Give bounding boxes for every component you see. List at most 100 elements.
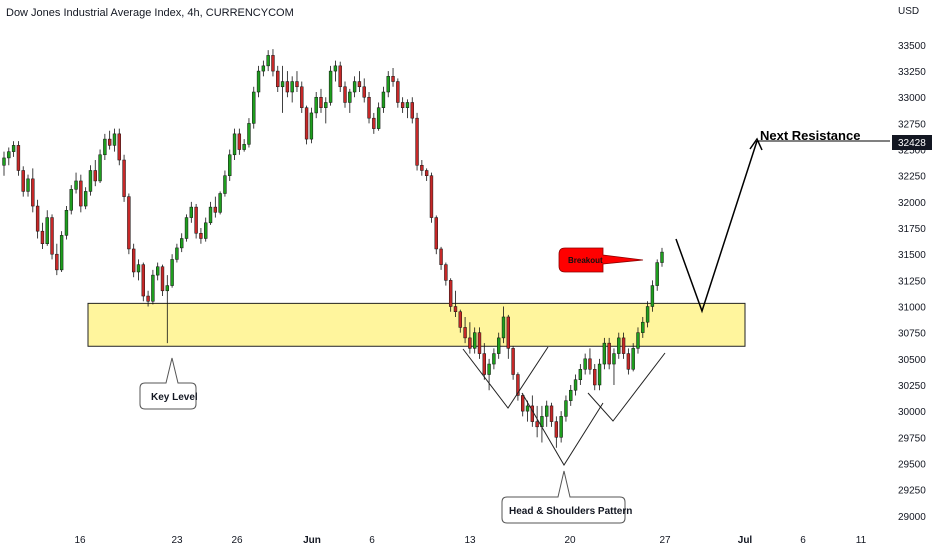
candle-down bbox=[415, 117, 419, 166]
candle-down bbox=[506, 316, 510, 349]
candle-up bbox=[472, 332, 477, 349]
candle-down bbox=[199, 233, 203, 239]
x-tick-label: 23 bbox=[171, 535, 183, 546]
candle-down bbox=[127, 196, 131, 250]
candle-down bbox=[453, 306, 458, 312]
candle-down bbox=[276, 70, 280, 88]
right-shoulder-line bbox=[587, 352, 666, 422]
y-tick-label: 33000 bbox=[898, 93, 926, 104]
candle-up bbox=[26, 178, 30, 192]
x-tick-label: 27 bbox=[659, 535, 671, 546]
candle-up bbox=[88, 170, 93, 192]
candle-down bbox=[117, 133, 121, 161]
candle-up bbox=[2, 157, 6, 166]
candle-down bbox=[131, 248, 136, 273]
y-tick-label: 31500 bbox=[898, 250, 926, 261]
candle-up bbox=[45, 217, 49, 244]
x-tick-label: 11 bbox=[856, 535, 867, 546]
candle-down bbox=[213, 206, 218, 213]
candle-up bbox=[252, 91, 256, 124]
candle-up bbox=[352, 81, 357, 93]
annotation-layer: Key Level Head & Shoulders Pattern Break… bbox=[139, 128, 932, 524]
y-tick-label: 33250 bbox=[898, 67, 926, 78]
candle-up bbox=[280, 81, 285, 88]
candle-down bbox=[50, 217, 54, 255]
candle-down bbox=[511, 348, 515, 375]
candle-up bbox=[578, 369, 583, 380]
candle-up bbox=[636, 332, 640, 349]
candle-up bbox=[564, 400, 568, 417]
projection-arrowhead bbox=[749, 137, 763, 151]
y-tick-label: 29500 bbox=[898, 459, 926, 470]
x-tick-label: 13 bbox=[464, 535, 476, 546]
candle-down bbox=[338, 65, 342, 88]
key-level-zone bbox=[87, 302, 746, 347]
candle-up bbox=[386, 76, 390, 93]
candle-down bbox=[463, 327, 467, 339]
next-resistance-label: Next Resistance bbox=[760, 128, 860, 143]
candle-up bbox=[64, 209, 69, 236]
candle-up bbox=[180, 238, 184, 249]
candle-down bbox=[549, 405, 554, 422]
candle-up bbox=[103, 138, 107, 156]
candle-up bbox=[559, 416, 563, 438]
candle-up bbox=[492, 353, 496, 365]
candle-down bbox=[343, 86, 347, 103]
currency-label: USD bbox=[898, 6, 919, 17]
candle-up bbox=[324, 102, 328, 108]
candle-down bbox=[444, 264, 448, 281]
chart-title: Dow Jones Industrial Average Index, 4h, … bbox=[6, 7, 294, 19]
candle-up bbox=[83, 191, 88, 207]
candle-up bbox=[7, 151, 11, 159]
candle-up bbox=[314, 96, 318, 114]
candle-down bbox=[295, 81, 299, 88]
candle-up bbox=[376, 107, 381, 129]
candle-up bbox=[631, 348, 635, 370]
candle-up bbox=[136, 264, 141, 273]
projection-line bbox=[675, 140, 758, 314]
y-axis: 33500 33250 33000 32750 32500 32250 32000 31750… bbox=[898, 41, 926, 523]
candle-up bbox=[597, 363, 602, 386]
x-tick-label: 6 bbox=[369, 535, 375, 546]
candle-up bbox=[208, 206, 213, 224]
candle-up bbox=[290, 81, 294, 93]
candle-up bbox=[218, 193, 222, 213]
candle-down bbox=[271, 55, 275, 72]
price-tag-label: 32428 bbox=[898, 138, 926, 149]
candle-down bbox=[304, 107, 309, 140]
candle-down bbox=[372, 117, 376, 129]
candle-down bbox=[396, 81, 400, 103]
candle-down bbox=[141, 264, 145, 297]
candle-up bbox=[497, 337, 501, 354]
candle-down bbox=[434, 217, 438, 250]
candle-up bbox=[189, 206, 194, 218]
candle-up bbox=[602, 342, 607, 365]
candle-down bbox=[362, 86, 366, 98]
candle-down bbox=[107, 138, 112, 146]
candle-down bbox=[448, 280, 453, 307]
candle-down bbox=[285, 81, 290, 93]
candle-down bbox=[16, 145, 21, 171]
candle-down bbox=[588, 358, 592, 370]
candle-up bbox=[165, 285, 169, 292]
candle-up bbox=[569, 389, 573, 401]
candle-down bbox=[93, 170, 97, 182]
pattern-callout bbox=[501, 470, 626, 524]
candle-down bbox=[477, 332, 482, 354]
y-tick-label: 31250 bbox=[898, 276, 926, 287]
candle-up bbox=[645, 306, 650, 323]
candle-down bbox=[357, 81, 362, 88]
y-tick-label: 30500 bbox=[898, 355, 926, 366]
candle-down bbox=[122, 159, 126, 197]
candle-down bbox=[160, 266, 165, 292]
y-tick-label: 30750 bbox=[898, 329, 926, 340]
candle-down bbox=[429, 175, 434, 218]
candle-up bbox=[98, 154, 102, 182]
candle-up bbox=[74, 180, 78, 190]
candle-up bbox=[381, 91, 386, 108]
candle-down bbox=[319, 96, 323, 108]
candle-down bbox=[35, 205, 40, 232]
candle-up bbox=[11, 145, 16, 152]
candle-up bbox=[650, 285, 655, 307]
candle-down bbox=[21, 170, 25, 192]
